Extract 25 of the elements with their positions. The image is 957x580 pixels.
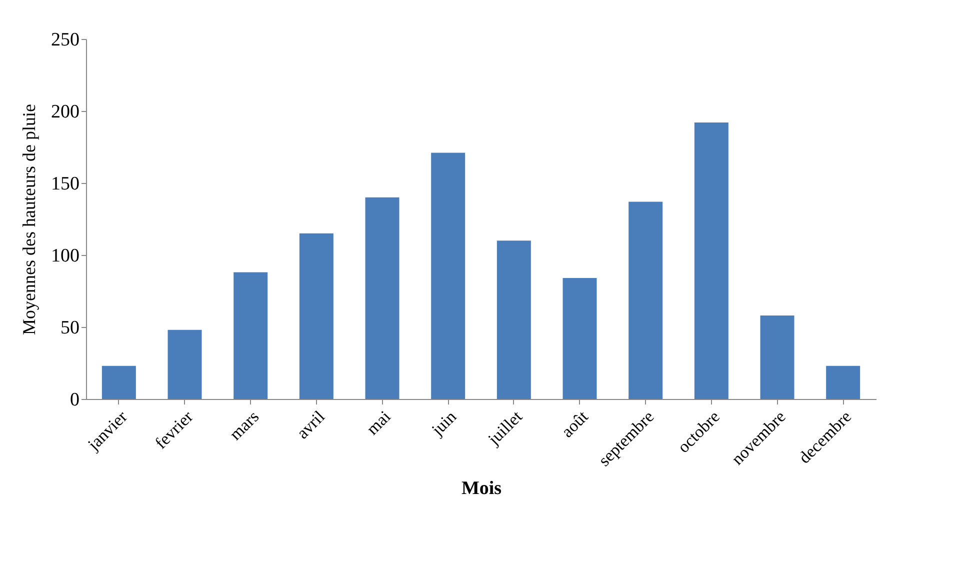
y-tick-label: 100 <box>51 246 80 266</box>
bar <box>299 233 334 399</box>
bar <box>694 122 728 399</box>
bar <box>760 315 794 399</box>
bar <box>562 278 597 399</box>
y-tick-label: 250 <box>51 30 80 50</box>
x-tick-label: mars <box>226 407 263 444</box>
y-tick-label: 200 <box>51 102 80 122</box>
x-tick-label: août <box>558 406 592 442</box>
x-tick-label: mai <box>362 406 394 439</box>
y-tick-label: 0 <box>70 390 80 410</box>
bar <box>496 240 531 399</box>
x-tick-label: juin <box>427 406 460 440</box>
x-tick-label: avril <box>292 406 329 443</box>
bar <box>628 202 663 399</box>
bar <box>365 197 400 399</box>
bar <box>234 272 268 399</box>
bar <box>826 366 860 399</box>
x-axis-title: Mois <box>461 478 502 500</box>
y-tick-label: 50 <box>60 318 80 338</box>
bar <box>102 366 136 399</box>
y-tick-label: 150 <box>51 174 80 194</box>
bar <box>431 152 466 399</box>
y-axis-title: Moyennes des hauteurs de pluie <box>19 104 39 335</box>
bar <box>168 330 202 399</box>
